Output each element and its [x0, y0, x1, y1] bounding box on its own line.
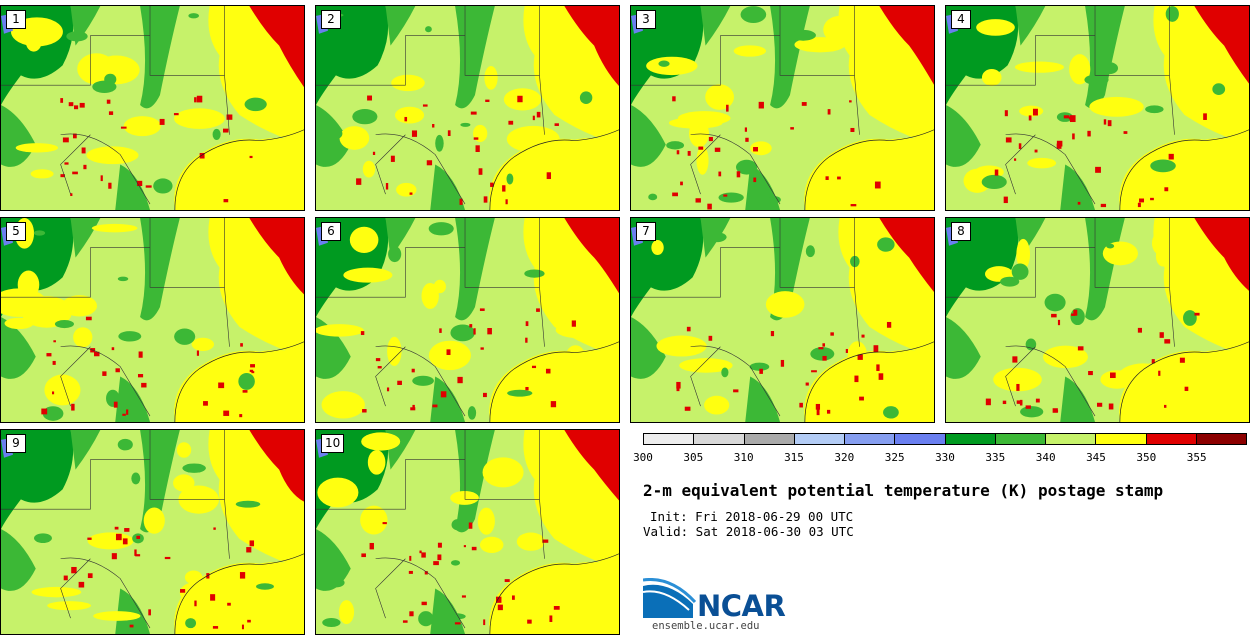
colorbar-tick-label: 345	[1086, 451, 1106, 464]
map-field	[1, 6, 304, 210]
colorbar-bin	[794, 434, 845, 444]
stamp-panel-10: 10	[315, 429, 620, 635]
stamp-panel-9: 9	[0, 429, 305, 635]
panel-number: 6	[321, 222, 341, 241]
stamp-panel-3: 3	[630, 5, 935, 211]
map-field	[1, 430, 304, 634]
stamp-panel-1: 1	[0, 5, 305, 211]
ncar-logo	[643, 578, 697, 618]
colorbar-bin	[945, 434, 996, 444]
colorbar-tick-label: 310	[733, 451, 754, 464]
colorbar-bin	[744, 434, 795, 444]
figure-title: 2-m equivalent potential temperature (K)…	[643, 481, 1164, 500]
stamp-panel-7: 7	[630, 217, 935, 423]
colorbar-bin	[845, 434, 896, 444]
map-field	[631, 6, 934, 210]
colorbar	[643, 433, 1247, 445]
ncar-logo-text: NCAR	[697, 589, 786, 623]
colorbar-tick-label: 305	[683, 451, 704, 464]
map-field	[946, 6, 1249, 210]
colorbar-bin	[644, 434, 695, 444]
panel-number: 3	[636, 10, 656, 29]
panel-number: 4	[951, 10, 971, 29]
colorbar-bin	[1046, 434, 1097, 444]
panel-number: 8	[951, 222, 971, 241]
panel-number: 1	[6, 10, 26, 29]
source-url: ensemble.ucar.edu	[652, 620, 760, 632]
colorbar-tick-label: 325	[884, 451, 905, 464]
panel-number: 5	[6, 222, 26, 241]
colorbar-tick-label: 315	[784, 451, 804, 464]
colorbar-tick-label: 335	[985, 451, 1006, 464]
panel-number: 9	[6, 434, 26, 453]
colorbar-bin	[1146, 434, 1197, 444]
panel-number: 10	[321, 434, 345, 453]
panel-number: 2	[321, 10, 341, 29]
colorbar-tick-label: 330	[935, 451, 955, 464]
colorbar-bin	[694, 434, 745, 444]
panel-number: 7	[636, 222, 656, 241]
map-field	[631, 218, 934, 422]
stamp-panel-6: 6	[315, 217, 620, 423]
colorbar-tick-label: 320	[834, 451, 855, 464]
init-time: Init: Fri 2018-06-29 00 UTC	[650, 509, 854, 524]
map-field	[316, 430, 619, 634]
colorbar-bin	[895, 434, 946, 444]
colorbar-tick-label: 355	[1186, 451, 1207, 464]
map-field	[316, 6, 619, 210]
colorbar-tick-label: 300	[633, 451, 653, 464]
colorbar-tick-label: 350	[1136, 451, 1157, 464]
colorbar-bin	[1196, 434, 1246, 444]
stamp-panel-5: 5	[0, 217, 305, 423]
colorbar-ticks: 300 305 310 315 320 325 330 335 340 345 350 355	[633, 451, 1247, 465]
map-field	[946, 218, 1249, 422]
stamp-panel-8: 8	[945, 217, 1250, 423]
colorbar-bin	[1096, 434, 1147, 444]
map-field	[316, 218, 619, 422]
colorbar-bin	[995, 434, 1046, 444]
map-field	[1, 218, 304, 422]
stamp-panel-2: 2	[315, 5, 620, 211]
stamp-panel-4: 4	[945, 5, 1250, 211]
valid-time: Valid: Sat 2018-06-30 03 UTC	[643, 524, 854, 539]
colorbar-tick-label: 340	[1035, 451, 1056, 464]
